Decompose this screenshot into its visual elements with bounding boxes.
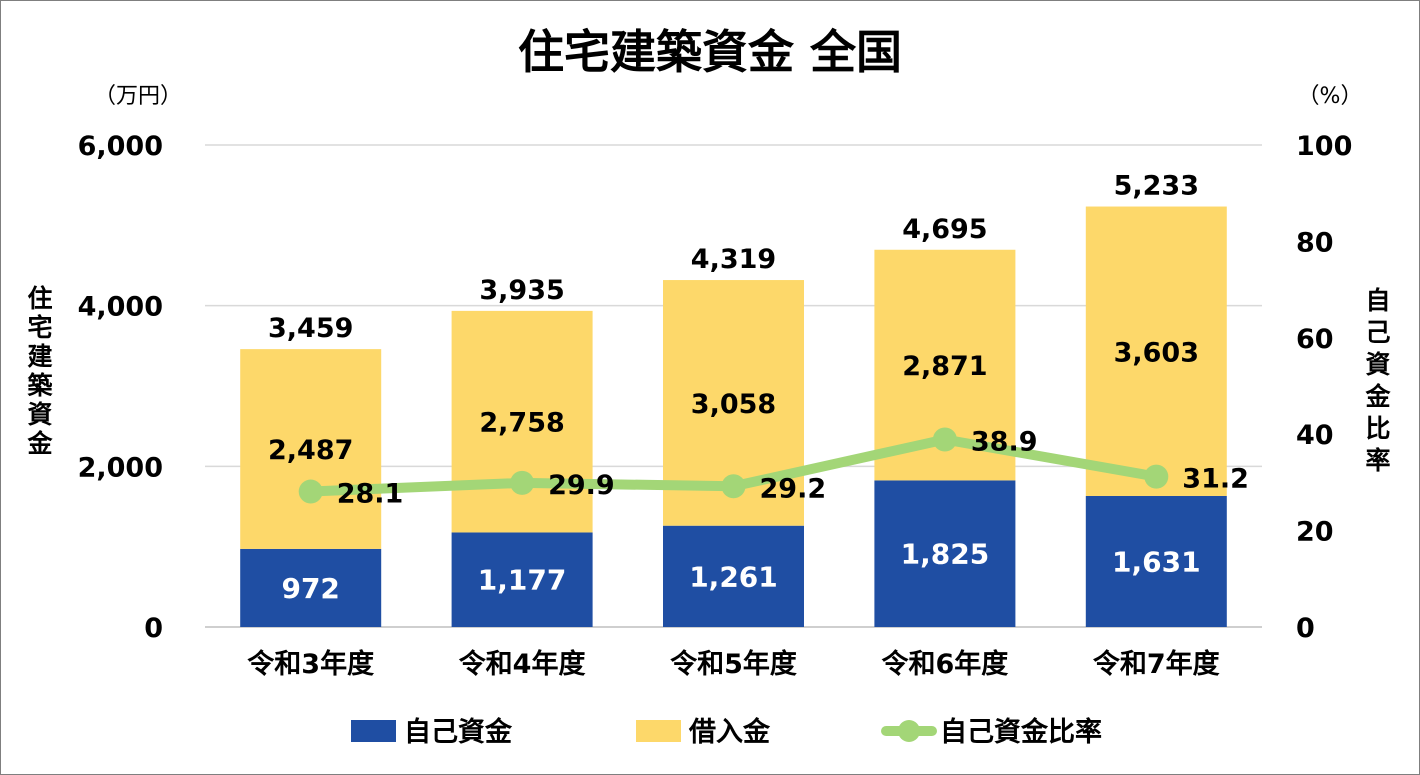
x-axis-categories: 令和3年度 令和4年度 令和5年度 令和6年度 令和7年度 <box>247 648 1219 680</box>
axis-label-char: 自 <box>1365 286 1390 315</box>
x-category-label: 令和4年度 <box>459 648 586 680</box>
bar-own-funds <box>663 525 804 627</box>
own-funds-value-label: 972 <box>281 572 339 605</box>
ratio-value-label: 28.1 <box>337 479 404 510</box>
bar-loan <box>451 310 593 533</box>
legend-label-loan: 借入金 <box>688 716 771 748</box>
bar-loan <box>1085 206 1227 496</box>
axis-label-char: 資 <box>1365 350 1390 379</box>
bars <box>240 206 1227 627</box>
total-value-label: 3,459 <box>268 313 353 344</box>
ratio-line <box>298 427 1169 504</box>
total-value-label: 5,233 <box>1114 171 1199 202</box>
y-tick-right-label: 40 <box>1296 420 1334 451</box>
total-value-label: 4,319 <box>691 244 776 275</box>
legend-label-ratio: 自己資金比率 <box>940 716 1102 748</box>
total-value-label: 4,695 <box>902 214 987 245</box>
bar-own-funds <box>240 548 382 627</box>
ratio-point <box>1144 464 1169 489</box>
ratio-value-label: 38.9 <box>971 427 1038 458</box>
ratio-value-label: 29.2 <box>760 473 827 504</box>
loan-value-label: 3,058 <box>691 389 776 420</box>
legend: 自己資金 借入金 自己資金比率 <box>351 716 1102 748</box>
y-axis-right-label: 自己資金比率 <box>1364 286 1391 475</box>
x-category-label: 令和5年度 <box>670 648 797 680</box>
y-tick-left-label: 0 <box>144 613 163 644</box>
own-funds-value-label: 1,631 <box>1112 545 1201 578</box>
legend-label-own-funds: 自己資金 <box>404 716 513 748</box>
ratio-point <box>298 479 323 504</box>
x-category-label: 令和7年度 <box>1093 648 1220 680</box>
y-axis-left-label: 住宅建築資金 <box>26 284 53 458</box>
loan-value-label: 2,758 <box>479 408 564 439</box>
ratio-value-label: 29.9 <box>548 470 615 501</box>
own-funds-value-label: 1,261 <box>689 560 778 593</box>
bar-own-funds <box>451 532 593 627</box>
left-unit-label: （万円） <box>94 84 182 109</box>
axis-label-char: 金 <box>26 429 53 458</box>
y-tick-left-label: 2,000 <box>78 452 163 483</box>
axis-label-char: 住 <box>27 284 52 313</box>
axis-label-char: 率 <box>1365 446 1390 475</box>
right-unit-label: （%） <box>1298 84 1363 109</box>
legend-swatch-loan <box>636 720 681 742</box>
loan-value-label: 3,603 <box>1114 337 1199 368</box>
data-labels: 972 2,487 3,459 1,177 2,758 3,935 1,261 3,058 4,… <box>268 171 1249 605</box>
axis-label-char: 比 <box>1365 414 1390 443</box>
ratio-point <box>932 427 957 452</box>
y-tick-left-label: 6,000 <box>78 131 163 162</box>
ratio-value-label: 31.2 <box>1182 464 1249 495</box>
loan-value-label: 2,871 <box>902 351 987 382</box>
y-tick-right-label: 80 <box>1296 227 1334 258</box>
axis-label-char: 己 <box>1365 318 1390 347</box>
ratio-point <box>721 474 746 499</box>
legend-swatch-own-funds <box>351 720 396 742</box>
x-category-label: 令和6年度 <box>882 648 1009 680</box>
y-tick-right-label: 100 <box>1296 131 1352 162</box>
x-category-label: 令和3年度 <box>247 648 374 680</box>
legend-swatch-ratio-marker <box>898 720 920 742</box>
axis-label-char: 資 <box>27 400 52 429</box>
axis-label-char: 金 <box>1364 382 1391 411</box>
y-tick-right-label: 0 <box>1296 613 1315 644</box>
total-value-label: 3,935 <box>479 275 564 306</box>
loan-value-label: 2,487 <box>268 435 353 466</box>
y-axis-left-ticks: 0 2,000 4,000 6,000 <box>78 131 163 644</box>
own-funds-value-label: 1,825 <box>901 538 990 571</box>
bar-loan <box>240 349 382 549</box>
bar-own-funds <box>1085 495 1227 627</box>
own-funds-value-label: 1,177 <box>478 564 567 597</box>
ratio-point <box>510 470 535 495</box>
axis-label-char: 宅 <box>27 313 52 342</box>
axis-label-char: 建 <box>27 342 52 371</box>
bar-own-funds <box>874 480 1016 627</box>
y-axis-right-ticks: 0 20 40 60 80 100 <box>1296 131 1352 644</box>
axis-label-char: 築 <box>26 371 53 400</box>
y-tick-left-label: 4,000 <box>78 292 163 323</box>
chart-title: 住宅建築資金 全国 <box>518 25 902 79</box>
y-tick-right-label: 20 <box>1296 517 1334 548</box>
y-tick-right-label: 60 <box>1296 324 1334 355</box>
